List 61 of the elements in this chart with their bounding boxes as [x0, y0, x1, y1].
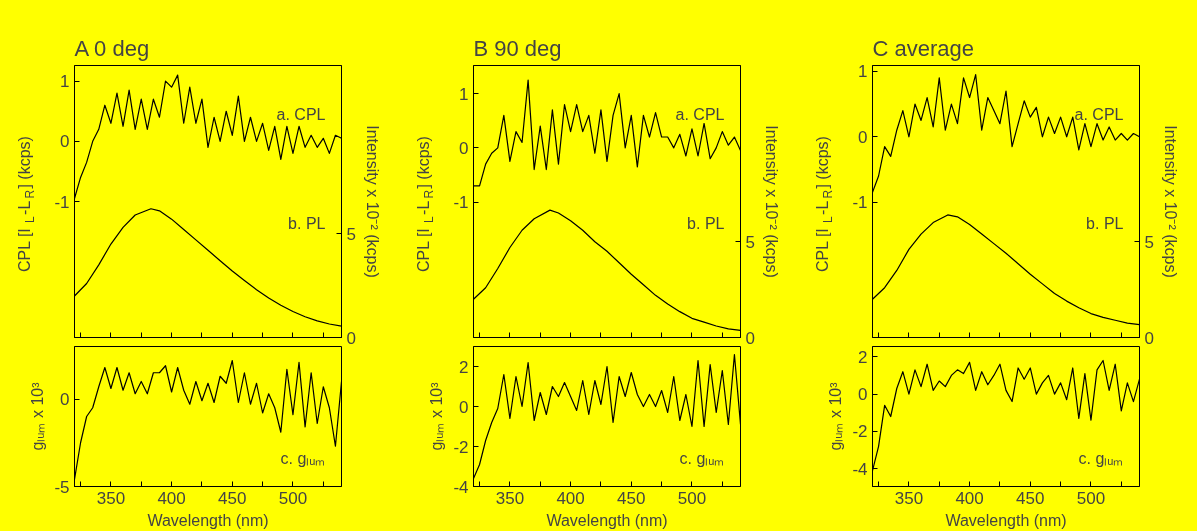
y2-axis-title: Intensity x 10⁻² (kcps) [1161, 125, 1179, 278]
y-tick-label: 2 [459, 357, 469, 377]
y-tick-label: -4 [852, 459, 868, 479]
annotation: b. PL [1086, 214, 1124, 232]
annotation: c. gₗᵤₘ [280, 450, 326, 467]
y-tick-label: 1 [459, 84, 469, 104]
x-tick-label: 450 [617, 488, 646, 508]
y2-tick-label: 0 [745, 328, 755, 348]
y-tick-label: 0 [60, 132, 70, 152]
x-axis-title: Wavelength (nm) [147, 511, 269, 529]
y-axis-title: gₗᵤₘ x 10³ [827, 381, 845, 451]
y2-tick-label: 5 [745, 232, 755, 252]
y-axis-title: CPL [IL-LR] (kcps) [16, 136, 37, 273]
annotation: a. CPL [675, 105, 725, 123]
y-tick-label: 0 [459, 138, 469, 158]
annotation: a. CPL [276, 105, 326, 123]
y-tick-label: -1 [453, 193, 469, 213]
x-tick-label: 350 [495, 488, 525, 508]
x-tick-label: 450 [218, 488, 247, 508]
chart-title: C average [872, 35, 975, 61]
annotation: b. PL [288, 214, 326, 232]
y-tick-label: 2 [858, 347, 868, 367]
annotation: c. gₗᵤₘ [679, 450, 725, 467]
x-tick-label: 500 [1076, 488, 1106, 508]
y2-axis-title: Intensity x 10⁻² (kcps) [762, 125, 780, 278]
y-tick-label: -1 [54, 192, 70, 212]
y-tick-label: 1 [858, 62, 868, 82]
y-tick-label: 0 [60, 390, 70, 409]
annotation: b. PL [687, 214, 725, 232]
y-tick-label: -5 [54, 477, 70, 497]
x-tick-label: 400 [157, 488, 186, 508]
y2-tick-label: 5 [346, 224, 356, 244]
x-tick-label: 450 [1016, 488, 1045, 508]
x-tick-label: 350 [894, 488, 924, 508]
chart-title: A 0 deg [74, 35, 150, 61]
y2-axis-title: Intensity x 10⁻² (kcps) [363, 125, 381, 278]
y2-tick-label: 5 [1144, 232, 1154, 252]
x-axis-title: Wavelength (nm) [945, 511, 1067, 529]
y-tick-label: 0 [459, 397, 469, 417]
y-tick-label: -2 [453, 437, 469, 457]
y-axis-title: gₗᵤₘ x 10³ [428, 381, 446, 451]
y-tick-label: -2 [852, 422, 868, 442]
y-tick-label: -4 [453, 477, 469, 497]
y-axis-title: CPL [IL-LR] (kcps) [814, 136, 835, 273]
y-tick-label: 0 [858, 385, 868, 405]
y2-tick-label: 0 [1144, 328, 1154, 348]
annotation: c. gₗᵤₘ [1078, 450, 1124, 467]
x-tick-label: 400 [556, 488, 585, 508]
annotation: a. CPL [1074, 105, 1124, 123]
y-axis-title: CPL [IL-LR] (kcps) [415, 136, 436, 273]
x-tick-label: 400 [955, 488, 984, 508]
x-tick-label: 350 [96, 488, 126, 508]
y-tick-label: 0 [858, 127, 868, 147]
x-tick-label: 500 [677, 488, 707, 508]
y-axis-title: gₗᵤₘ x 10³ [29, 381, 47, 451]
y-tick-label: 1 [60, 72, 70, 92]
chart-title: B 90 deg [473, 35, 562, 61]
y2-tick-label: 0 [346, 328, 356, 348]
y-tick-label: -1 [852, 193, 868, 213]
x-tick-label: 500 [278, 488, 308, 508]
x-axis-title: Wavelength (nm) [546, 511, 668, 529]
